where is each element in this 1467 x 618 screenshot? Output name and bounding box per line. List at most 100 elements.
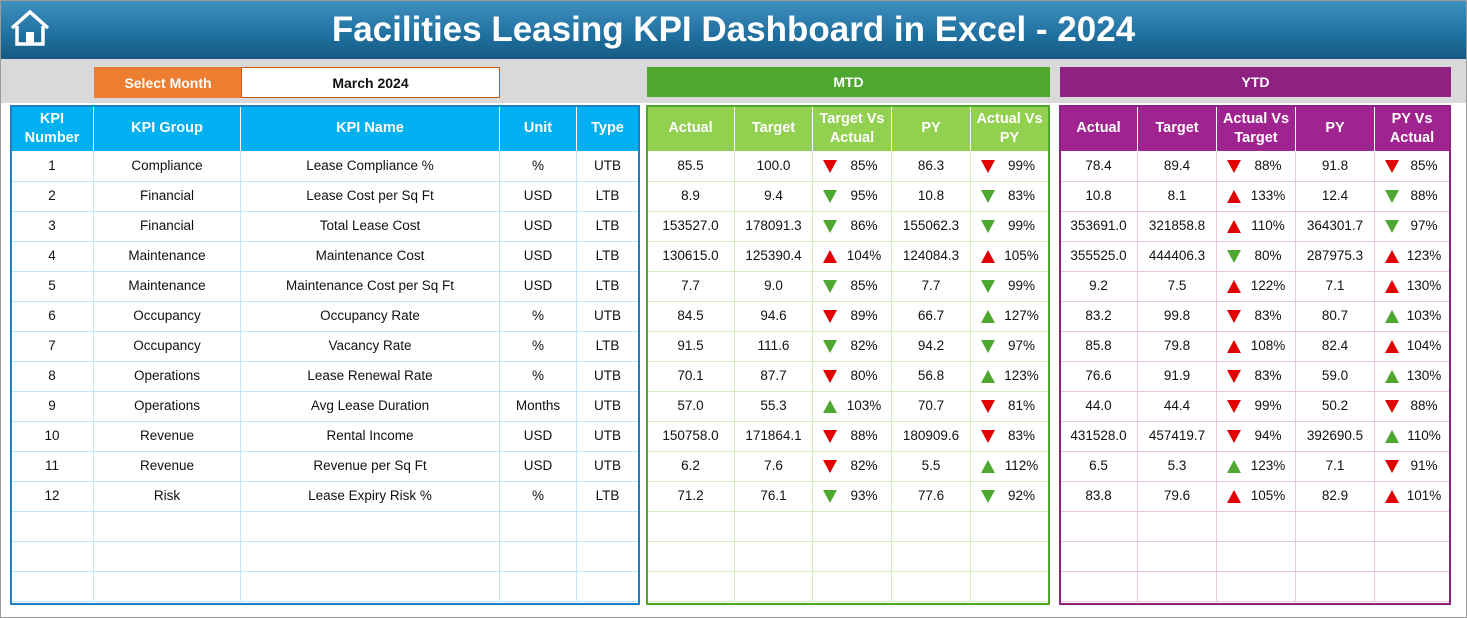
table-cell: 94.2 [892, 332, 971, 362]
percent-value: 108% [1250, 338, 1286, 354]
percent-value: 83% [1254, 368, 1282, 384]
table-cell: 7.7 [892, 272, 971, 302]
home-icon[interactable] [9, 9, 51, 47]
percent-value: 88% [1410, 398, 1438, 414]
column-header: KPI Number [11, 106, 94, 152]
percent-value: 88% [850, 428, 878, 444]
table-cell [813, 542, 892, 572]
table-cell [647, 542, 735, 572]
table-cell: 3 [11, 212, 94, 242]
table-cell: 10.8 [1060, 182, 1138, 212]
arrow-down [981, 160, 995, 173]
table-cell: 7.7 [647, 272, 735, 302]
table-cell: Financial [94, 212, 241, 242]
table-cell: USD [500, 452, 577, 482]
arrow-up [981, 460, 995, 473]
percent-value: 110% [1407, 428, 1441, 444]
table-cell: 91.8 [1296, 152, 1375, 182]
table-cell [1375, 572, 1450, 602]
table-cell: 355525.0 [1060, 242, 1138, 272]
table-cell: 127% [971, 302, 1049, 332]
table-cell [892, 572, 971, 602]
column-header: Target [1138, 106, 1217, 152]
table-cell: 44.0 [1060, 392, 1138, 422]
table-cell [1375, 512, 1450, 542]
table-cell: USD [500, 242, 577, 272]
table-cell: 93% [813, 482, 892, 512]
table-cell [1217, 572, 1296, 602]
arrow-up [981, 250, 995, 263]
column-header: Actual Vs Target [1217, 106, 1296, 152]
table-cell: 6.2 [647, 452, 735, 482]
table-cell: 150758.0 [647, 422, 735, 452]
arrow-down [1227, 250, 1241, 263]
column-header: Actual [647, 106, 735, 152]
percent-value: 91% [1410, 458, 1438, 474]
arrow-up [1385, 490, 1399, 503]
table-cell [971, 572, 1049, 602]
table-cell: 321858.8 [1138, 212, 1217, 242]
percent-value: 99% [1254, 398, 1282, 414]
table-cell: 85% [813, 272, 892, 302]
table-cell: UTB [577, 452, 639, 482]
percent-value: 82% [850, 338, 878, 354]
table-cell: 2 [11, 182, 94, 212]
percent-value: 105% [1004, 248, 1039, 264]
column-header: PY [1296, 106, 1375, 152]
table-cell [735, 512, 813, 542]
table-cell: USD [500, 272, 577, 302]
table-cell: 83.8 [1060, 482, 1138, 512]
table-cell: 6.5 [1060, 452, 1138, 482]
table-cell [647, 572, 735, 602]
table-cell: 99% [971, 212, 1049, 242]
table-cell: 80.7 [1296, 302, 1375, 332]
table-cell: 103% [1375, 302, 1450, 332]
table-cell [1217, 512, 1296, 542]
table-cell: 82.4 [1296, 332, 1375, 362]
month-dropdown[interactable]: March 2024 [241, 67, 500, 98]
column-header: PY [892, 106, 971, 152]
table-cell: 444406.3 [1138, 242, 1217, 272]
table-cell: 97% [971, 332, 1049, 362]
arrow-down [823, 430, 837, 443]
arrow-up [981, 370, 995, 383]
table-cell: 8 [11, 362, 94, 392]
table-cell [1217, 542, 1296, 572]
arrow-down [823, 340, 837, 353]
arrow-up [823, 250, 837, 263]
table-cell: 88% [813, 422, 892, 452]
arrow-down [1385, 400, 1399, 413]
table-cell: 82.9 [1296, 482, 1375, 512]
table-cell: Rental Income [241, 422, 500, 452]
percent-value: 99% [1007, 158, 1036, 174]
table-cell: LTB [577, 272, 639, 302]
table-cell: 9.2 [1060, 272, 1138, 302]
table-cell: 8.1 [1138, 182, 1217, 212]
table-cell: Operations [94, 392, 241, 422]
table-cell: 123% [1375, 242, 1450, 272]
percent-value: 88% [1410, 188, 1438, 204]
arrow-up [1227, 490, 1241, 503]
table-cell [241, 572, 500, 602]
table-cell: 88% [1375, 392, 1450, 422]
table-cell: 84.5 [647, 302, 735, 332]
percent-value: 97% [1410, 218, 1438, 234]
percent-value: 104% [1406, 338, 1442, 354]
table-cell [647, 512, 735, 542]
table-cell: 57.0 [647, 392, 735, 422]
percent-value: 86% [850, 218, 878, 234]
table-cell [94, 542, 241, 572]
arrow-down [981, 280, 995, 293]
arrow-up [1385, 340, 1399, 353]
percent-value: 130% [1406, 278, 1442, 294]
table-cell: 5.5 [892, 452, 971, 482]
percent-value: 95% [850, 188, 878, 204]
arrow-down [1385, 220, 1399, 233]
table-cell: 171864.1 [735, 422, 813, 452]
table-cell: 99% [971, 272, 1049, 302]
table-cell: 130% [1375, 272, 1450, 302]
percent-value: 110% [1251, 218, 1285, 234]
table-cell: Financial [94, 182, 241, 212]
table-cell: 85% [813, 152, 892, 182]
table-cell: % [500, 482, 577, 512]
